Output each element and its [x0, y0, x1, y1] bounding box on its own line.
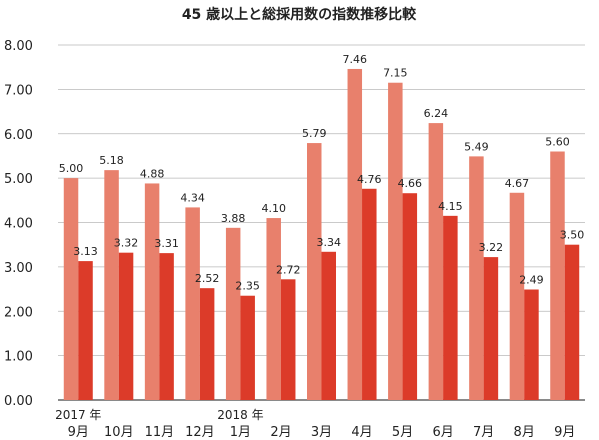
bar-series-2	[483, 257, 499, 400]
y-axis: 0.00 1.00 2.00 3.00 4.00 5.00 6.00 7.00 8.00	[4, 39, 33, 409]
bar-series-2	[118, 252, 134, 400]
bar-series-2	[78, 261, 93, 400]
bar-series-1	[266, 218, 281, 400]
x-tick-label: 7月	[473, 425, 494, 440]
bar-series-1	[144, 183, 160, 400]
y-tick-label: 6.00	[4, 128, 33, 143]
x-tick-label: 8月	[514, 425, 535, 440]
data-label: 4.34	[180, 191, 205, 204]
data-label: 4.10	[261, 202, 286, 215]
bar-series-1	[347, 68, 363, 401]
data-label: 5.18	[99, 154, 124, 167]
y-tick-label: 1.00	[4, 350, 33, 365]
data-label: 4.15	[438, 200, 463, 213]
data-label: 7.15	[383, 67, 408, 80]
data-label: 5.60	[545, 136, 570, 149]
bar-series-1	[185, 207, 200, 400]
data-label: 3.13	[73, 245, 98, 258]
data-label: 3.34	[317, 236, 342, 249]
data-label: 5.49	[464, 140, 489, 153]
data-labels: 5.00 3.13 5.18 3.32 4.88 3.31 4.34 2.52 3.88 2.35…	[59, 53, 584, 293]
bar-series-1	[550, 151, 565, 400]
x-axis: 9月 10月 11月 12月 1月 2月 3月 4月 5月 6月 7月 8月 9月 2017 年 2018 …	[55, 408, 575, 440]
bars	[63, 68, 580, 401]
bar-series-2	[280, 279, 296, 400]
bar-series-1	[104, 170, 119, 400]
bar-series-1	[388, 82, 403, 400]
data-label: 4.67	[505, 177, 530, 190]
bar-series-2	[362, 188, 377, 400]
x-tick-label: 9月	[554, 425, 575, 440]
bar-series-2	[159, 253, 174, 400]
bar-series-2	[240, 295, 255, 400]
y-tick-label: 2.00	[4, 305, 33, 320]
bar-series-2	[402, 193, 418, 400]
x-tick-label: 12月	[185, 425, 215, 440]
data-label: 3.50	[560, 229, 585, 242]
y-tick-label: 3.00	[4, 261, 33, 276]
y-tick-label: 0.00	[4, 394, 33, 409]
bar-series-1	[428, 123, 444, 400]
y-tick-label: 5.00	[4, 172, 33, 187]
data-label: 2.52	[195, 272, 220, 285]
bar-series-2	[199, 288, 215, 400]
chart-title: 45 歳以上と総採用数の指数推移比較	[182, 6, 417, 23]
x-tick-label: 2月	[270, 425, 291, 440]
x-tick-label: 5月	[392, 425, 413, 440]
bar-series-1	[307, 143, 322, 400]
x-tick-label: 6月	[432, 425, 453, 440]
data-label: 3.31	[154, 237, 179, 250]
x-tick-label: 3月	[311, 425, 332, 440]
bar-series-1	[509, 192, 525, 400]
y-tick-label: 4.00	[4, 217, 33, 232]
bar-series-2	[564, 244, 580, 400]
data-label: 3.88	[221, 212, 246, 225]
bar-series-1	[469, 156, 484, 400]
x-tick-label: 4月	[351, 425, 372, 440]
y-tick-label: 8.00	[4, 39, 33, 54]
data-label: 2.49	[519, 274, 544, 287]
x-tick-label: 11月	[145, 425, 175, 440]
data-label: 5.00	[59, 162, 84, 175]
x-tick-label: 10月	[104, 425, 134, 440]
data-label: 2.35	[235, 280, 260, 293]
bar-series-2	[524, 289, 539, 400]
bar-series-2	[443, 215, 458, 400]
bar-series-1	[225, 227, 241, 400]
data-label: 6.24	[424, 107, 449, 120]
data-label: 4.88	[140, 167, 165, 180]
data-label: 4.76	[357, 173, 382, 186]
data-label: 3.32	[114, 237, 139, 250]
bar-series-2	[321, 251, 336, 400]
year-label: 2018 年	[217, 408, 263, 422]
bar-series-1	[63, 178, 79, 400]
data-label: 7.46	[343, 53, 368, 66]
data-label: 3.22	[479, 241, 504, 254]
data-label: 4.66	[398, 177, 423, 190]
data-label: 5.79	[302, 127, 327, 140]
x-tick-label: 9月	[68, 425, 89, 440]
year-label: 2017 年	[55, 408, 101, 422]
x-tick-label: 1月	[230, 425, 251, 440]
data-label: 2.72	[276, 263, 301, 276]
y-tick-label: 7.00	[4, 83, 33, 98]
